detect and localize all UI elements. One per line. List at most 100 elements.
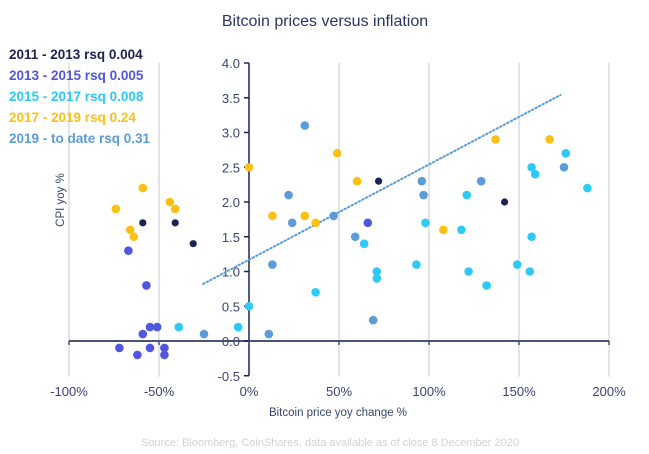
- data-point: [559, 162, 569, 172]
- data-point: [545, 135, 554, 144]
- x-tick-label: 50%: [326, 384, 352, 399]
- data-point: [311, 288, 320, 297]
- data-point: [527, 232, 536, 242]
- series-1: [139, 177, 509, 248]
- y-tick-label: 2.5: [222, 160, 240, 175]
- y-tick-label: 0.0: [222, 334, 240, 349]
- data-point: [171, 219, 179, 227]
- data-point: [512, 260, 522, 269]
- y-tick-label: -0.5: [218, 369, 240, 384]
- data-point: [525, 267, 535, 276]
- series-5: [199, 121, 569, 339]
- data-point: [359, 239, 369, 248]
- y-tick-label: 0.5: [222, 299, 240, 314]
- y-axis-ticks: -0.5 0.0 0.5 1.0 1.5 2.0 2.5 3.0 3.5 4.0: [218, 56, 249, 384]
- data-point: [139, 219, 147, 227]
- data-point: [268, 211, 277, 221]
- data-point: [329, 211, 338, 221]
- data-point: [138, 329, 148, 339]
- y-axis-label: CPI yoy %: [55, 173, 67, 227]
- data-point: [199, 329, 209, 339]
- gridlines: [68, 63, 610, 377]
- data-points: [111, 121, 592, 360]
- data-point: [174, 322, 184, 332]
- data-point: [244, 162, 254, 172]
- legend-entry: 2011 - 2013 rsq 0.004: [9, 47, 143, 62]
- data-point: [419, 190, 428, 200]
- data-point: [233, 322, 243, 332]
- series-2: [115, 218, 373, 360]
- data-point: [527, 162, 536, 172]
- data-point: [145, 343, 155, 353]
- y-tick-label: 3.0: [222, 126, 240, 141]
- data-point: [115, 343, 124, 353]
- x-tick-label: 150%: [502, 384, 536, 399]
- data-point: [284, 190, 293, 200]
- x-tick-label: 200%: [592, 384, 626, 399]
- legend-entry: 2019 - to date rsq 0.31: [9, 131, 151, 146]
- legend-entry: 2015 - 2017 rsq 0.008: [9, 89, 144, 104]
- data-point: [287, 218, 297, 228]
- x-tick-label: 0%: [240, 384, 259, 399]
- data-point: [244, 301, 254, 311]
- data-point: [142, 281, 151, 290]
- data-point: [583, 183, 592, 193]
- trendline-group: [202, 93, 562, 286]
- legend-entry: 2013 - 2015 rsq 0.005: [9, 68, 144, 83]
- data-point: [165, 197, 175, 207]
- data-point: [152, 322, 162, 332]
- data-point: [133, 350, 142, 360]
- chart-title: Bitcoin prices versus inflation: [222, 13, 428, 30]
- data-point: [462, 190, 472, 200]
- x-axis-ticks: -100% -50% 0% 50% 100% 150% 200%: [50, 341, 626, 399]
- data-point: [189, 240, 197, 248]
- x-axis-label: Bitcoin price yoy change %: [269, 407, 407, 419]
- legend-entry: 2017 - 2019 rsq 0.24: [9, 110, 136, 125]
- data-point: [350, 232, 360, 242]
- data-point: [375, 177, 383, 185]
- data-point: [125, 225, 135, 235]
- series-3: [174, 149, 592, 332]
- data-point: [332, 149, 342, 158]
- data-point: [311, 218, 320, 228]
- data-point: [160, 350, 169, 360]
- y-tick-label: 4.0: [222, 56, 240, 71]
- data-point: [124, 246, 133, 255]
- series-4: [111, 135, 554, 242]
- legend: 2011 - 2013 rsq 0.004 2013 - 2015 rsq 0.0…: [9, 47, 151, 146]
- y-tick-label: 1.0: [222, 265, 240, 280]
- data-point: [561, 149, 571, 158]
- source-note: Source: Bloomberg, CoinShares, data avai…: [141, 437, 519, 449]
- data-point: [300, 121, 310, 130]
- data-point: [372, 274, 382, 283]
- y-tick-label: 2.0: [222, 195, 240, 210]
- data-point: [421, 218, 430, 228]
- data-point: [439, 225, 448, 235]
- data-point: [501, 198, 509, 206]
- data-point: [457, 225, 466, 235]
- data-point: [170, 204, 180, 214]
- data-point: [491, 135, 500, 144]
- y-tick-label: 3.5: [222, 91, 240, 106]
- trendline: [202, 93, 562, 286]
- data-point: [268, 260, 277, 269]
- data-point: [476, 176, 486, 186]
- data-point: [160, 343, 169, 353]
- data-point: [352, 176, 362, 186]
- data-point: [264, 329, 274, 339]
- data-point: [417, 176, 427, 186]
- data-point: [530, 169, 540, 179]
- data-point: [138, 183, 148, 193]
- x-tick-label: -50%: [144, 384, 175, 399]
- data-point: [111, 204, 121, 214]
- x-tick-label: -100%: [50, 384, 88, 399]
- data-point: [482, 281, 491, 290]
- data-point: [300, 211, 310, 221]
- data-point: [368, 315, 378, 325]
- data-point: [464, 267, 473, 276]
- data-point: [145, 322, 155, 332]
- data-point: [412, 260, 421, 269]
- x-tick-label: 100%: [412, 384, 446, 399]
- data-point: [363, 218, 373, 228]
